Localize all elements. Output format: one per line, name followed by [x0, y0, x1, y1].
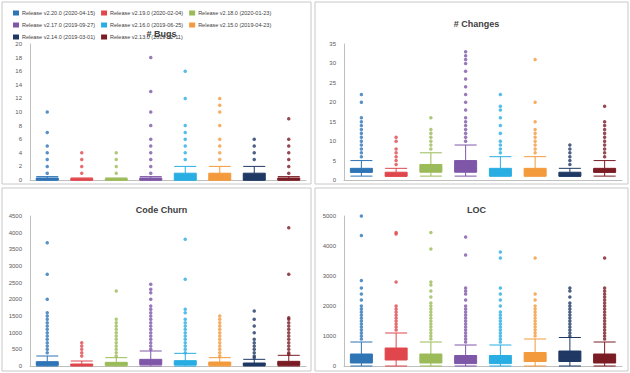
svg-text:500: 500 [12, 346, 23, 352]
svg-text:5: 5 [333, 158, 337, 164]
svg-text:4500: 4500 [9, 213, 23, 219]
svg-text:16: 16 [15, 68, 22, 74]
svg-text:1500: 1500 [9, 313, 23, 319]
svg-text:4: 4 [19, 150, 23, 156]
svg-text:Release v2.20.0 (2020-04-15): Release v2.20.0 (2020-04-15) [22, 10, 95, 16]
svg-text:2500: 2500 [9, 280, 23, 286]
svg-text:12: 12 [15, 95, 22, 101]
svg-text:3000: 3000 [9, 263, 23, 269]
svg-text:8: 8 [19, 123, 23, 129]
svg-text:LOC: LOC [467, 205, 486, 215]
svg-text:35: 35 [329, 41, 336, 47]
svg-text:15: 15 [329, 119, 336, 125]
svg-text:2: 2 [19, 163, 23, 169]
svg-text:3500: 3500 [9, 246, 23, 252]
svg-text:20: 20 [329, 99, 336, 105]
svg-text:1000: 1000 [323, 333, 337, 339]
svg-text:0: 0 [333, 363, 337, 369]
svg-text:4000: 4000 [323, 243, 337, 249]
svg-text:4000: 4000 [9, 230, 23, 236]
svg-text:Release v2.17.0 (2019-09-27): Release v2.17.0 (2019-09-27) [22, 22, 95, 28]
svg-text:10: 10 [15, 109, 22, 115]
svg-text:0: 0 [19, 363, 23, 369]
svg-text:10: 10 [329, 138, 336, 144]
svg-text:5000: 5000 [323, 213, 337, 219]
svg-text:3000: 3000 [323, 273, 337, 279]
svg-text:0: 0 [333, 177, 337, 183]
svg-text:Release v2.16.0 (2019-06-25): Release v2.16.0 (2019-06-25) [110, 22, 183, 28]
svg-text:20: 20 [15, 41, 22, 47]
svg-text:14: 14 [15, 82, 22, 88]
svg-text:30: 30 [329, 60, 336, 66]
svg-text:6: 6 [19, 136, 23, 142]
svg-text:Release v2.15.0 (2019-04-23): Release v2.15.0 (2019-04-23) [198, 22, 271, 28]
svg-text:Release v2.19.0 (2020-02-04): Release v2.19.0 (2020-02-04) [110, 10, 183, 16]
svg-text:Code Churn: Code Churn [136, 205, 188, 215]
svg-text:Release v2.14.0 (2019-03-01): Release v2.14.0 (2019-03-01) [22, 34, 95, 40]
svg-text:2000: 2000 [323, 303, 337, 309]
svg-text:Release v2.18.0 (2020-01-23): Release v2.18.0 (2020-01-23) [198, 10, 271, 16]
svg-text:# Changes: # Changes [454, 19, 500, 29]
svg-text:# Bugs: # Bugs [146, 29, 176, 39]
svg-text:2000: 2000 [9, 296, 23, 302]
svg-text:1000: 1000 [9, 330, 23, 336]
svg-text:18: 18 [15, 55, 22, 61]
svg-text:25: 25 [329, 80, 336, 86]
svg-text:0: 0 [19, 177, 23, 183]
